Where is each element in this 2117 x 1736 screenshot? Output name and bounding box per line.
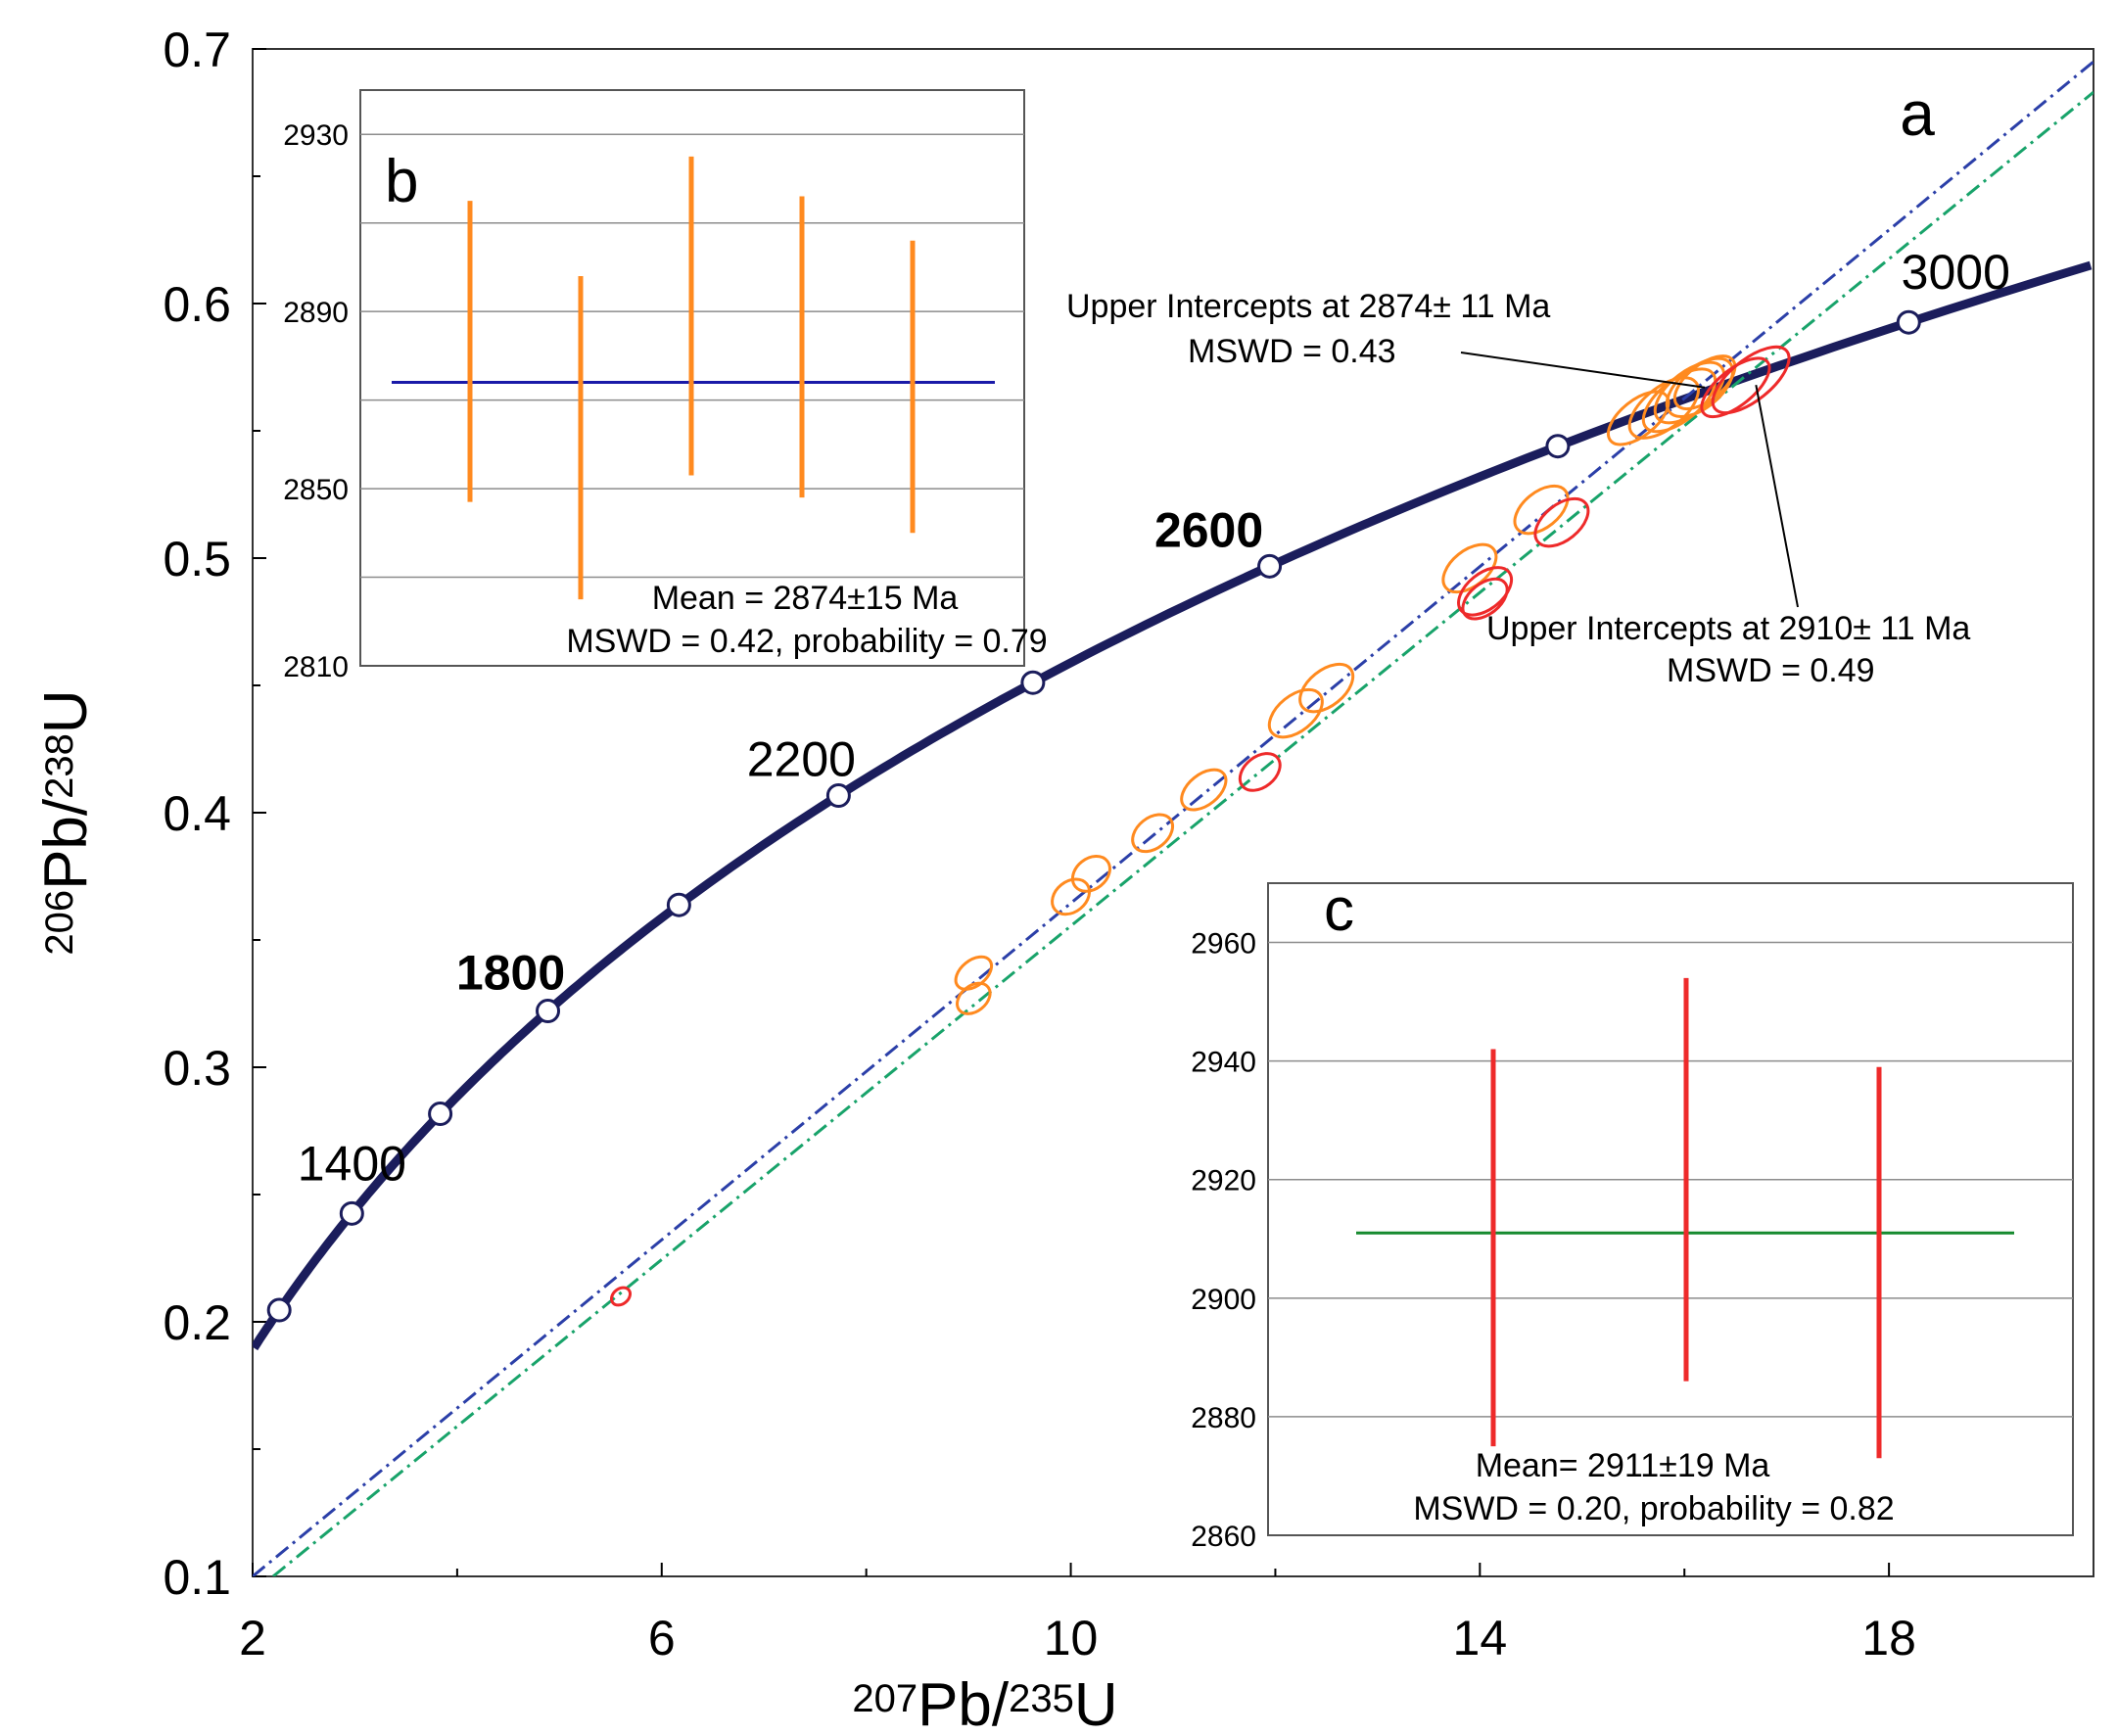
y-tick-label: 0.7 xyxy=(163,23,231,77)
data-ellipse-red xyxy=(1238,752,1282,792)
inset-caption-mswd: MSWD = 0.42, probability = 0.79 xyxy=(566,623,1047,660)
concordia-age-marker xyxy=(428,1102,453,1127)
concordia-age-label: 1400 xyxy=(298,1136,406,1191)
inset-caption-mswd: MSWD = 0.20, probability = 0.82 xyxy=(1413,1490,1894,1527)
concordia-age-marker xyxy=(266,1297,292,1323)
panel-label-a: a xyxy=(1900,78,1935,149)
annotation-red-mswd: MSWD = 0.49 xyxy=(1667,652,1875,689)
inset-y-tick-label: 2860 xyxy=(1191,1521,1256,1553)
y-tick-label: 0.3 xyxy=(163,1041,231,1096)
data-ellipse-red xyxy=(610,1286,632,1307)
y-tick-label: 0.4 xyxy=(163,786,231,841)
annotation-orange-mswd: MSWD = 0.43 xyxy=(1188,333,1396,370)
concordia-age-label: 2600 xyxy=(1154,502,1263,557)
data-ellipse-orange xyxy=(1513,484,1570,536)
panel-a-background-layer xyxy=(252,48,2094,1577)
inset-y-tick-label: 2850 xyxy=(283,474,349,506)
inset-y-tick-label: 2810 xyxy=(283,651,349,683)
inset-y-tick-label: 2930 xyxy=(283,119,349,152)
inset-y-tick-label: 2940 xyxy=(1191,1047,1256,1079)
data-ellipse-red xyxy=(1700,356,1771,419)
inset-panel-label: c xyxy=(1324,876,1354,944)
concordia-age-marker xyxy=(825,782,851,808)
panel-a-text-layer: 0.1 0.2 0.3 0.4 0.5 0.6 0.7 2 6 10 14 18 1400 1800 220… xyxy=(163,23,2009,1666)
data-ellipse-orange xyxy=(1267,687,1324,739)
inset-caption-mean: Mean= 2911±19 Ma xyxy=(1476,1447,1770,1484)
concordia-age-marker xyxy=(1257,553,1283,579)
inset-caption-mean: Mean = 2874±15 Ma xyxy=(652,580,959,617)
concordia-age-marker xyxy=(339,1200,364,1226)
annotation-red-intercept: Upper Intercepts at 2910± 11 Ma xyxy=(1486,610,1970,647)
y-tick-label: 0.5 xyxy=(163,532,231,586)
inset-frame xyxy=(1267,882,2074,1536)
data-ellipse-orange xyxy=(1070,855,1111,893)
x-tick-label: 10 xyxy=(1044,1611,1099,1666)
inset-y-tick-label: 2900 xyxy=(1191,1284,1256,1316)
data-ellipse-red xyxy=(1457,566,1514,617)
data-ellipse-orange xyxy=(1298,662,1355,714)
x-tick-label: 6 xyxy=(648,1611,676,1666)
discordia-line xyxy=(271,91,2093,1576)
x-axis-title: 207Pb/235U xyxy=(852,1671,1117,1736)
y-axis-title: 206Pb/238U xyxy=(32,689,100,955)
inset-panel-label: b xyxy=(385,148,418,215)
concordia-age-label: 3000 xyxy=(1902,245,2010,300)
data-ellipse-red xyxy=(1533,496,1590,548)
annotation-orange-intercept: Upper Intercepts at 2874± 11 Ma xyxy=(1066,288,1550,325)
data-ellipse-orange xyxy=(1180,768,1228,812)
inset-b-weighted-mean-chart: 2810 2850 2890 2930 b Mean = 2874±15 Ma MSWD =… xyxy=(283,89,1048,683)
data-ellipse-orange xyxy=(1607,390,1670,446)
discordia-line xyxy=(253,60,2093,1576)
concordia-age-label: 2200 xyxy=(747,731,856,786)
concordia-age-marker xyxy=(1020,670,1046,695)
y-tick-label: 0.2 xyxy=(163,1295,231,1350)
data-ellipse-orange xyxy=(1051,877,1092,916)
data-ellipse-orange xyxy=(956,981,992,1015)
y-tick-label: 0.1 xyxy=(163,1550,231,1605)
y-tick-label: 0.6 xyxy=(163,277,231,332)
inset-y-tick-label: 2920 xyxy=(1191,1165,1256,1197)
concordia-curve xyxy=(253,260,2093,1351)
inset-y-tick-label: 2890 xyxy=(283,297,349,329)
concordia-age-marker xyxy=(1545,434,1571,459)
concordia-age-marker xyxy=(666,892,691,917)
panel-a-lines-layer xyxy=(253,60,2093,1576)
data-ellipse-orange xyxy=(1131,813,1175,854)
panel-a-ellipses-layer xyxy=(610,345,1791,1307)
data-ellipse-orange xyxy=(1627,376,1700,440)
concordia-age-marker xyxy=(536,999,561,1024)
annotation-orange-pointer xyxy=(1460,352,1706,389)
data-ellipse-red xyxy=(1461,577,1509,621)
inset-c-weighted-mean-chart: 2860 2880 2900 2920 2940 2960 c Mean= 2911±19 M… xyxy=(1191,876,2074,1553)
concordia-age-marker xyxy=(1896,309,1921,335)
annotation-red-pointer xyxy=(1755,385,1799,608)
concordia-age-label: 1800 xyxy=(456,946,565,1001)
x-tick-label: 2 xyxy=(239,1611,266,1666)
x-tick-label: 14 xyxy=(1453,1611,1508,1666)
x-tick-label: 18 xyxy=(1861,1611,1916,1666)
data-ellipse-orange xyxy=(1672,354,1737,411)
inset-y-tick-label: 2880 xyxy=(1191,1402,1256,1434)
inset-y-tick-label: 2960 xyxy=(1191,928,1256,961)
